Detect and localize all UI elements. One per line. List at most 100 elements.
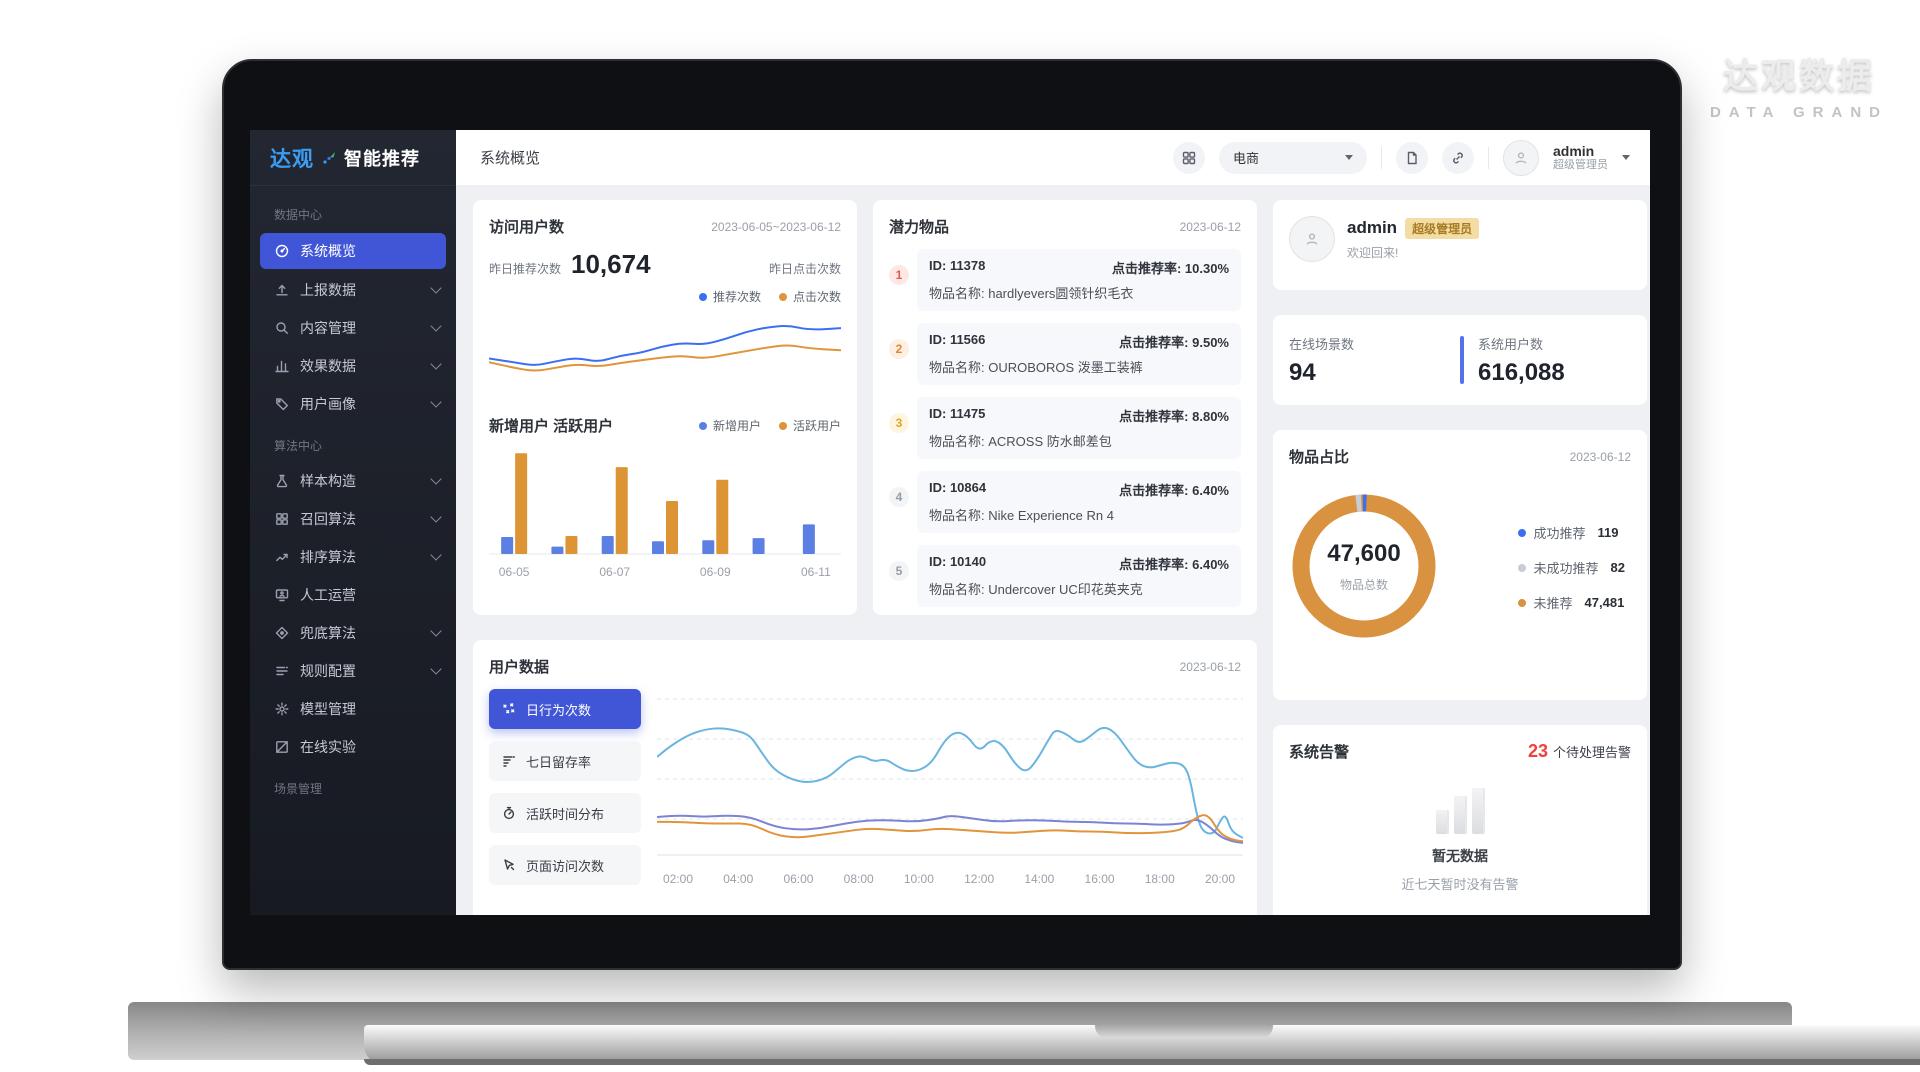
document-button[interactable]: [1396, 141, 1428, 174]
tab-label: 日行为次数: [526, 702, 592, 718]
legend-value: 82: [1610, 560, 1625, 575]
legend-dot: [698, 421, 707, 430]
item-id: ID: 11378: [929, 258, 986, 273]
card-title: 访问用户数: [489, 219, 565, 236]
user-avatar[interactable]: [1503, 139, 1539, 176]
sidebar-item[interactable]: 在线实验: [250, 728, 456, 766]
sidebar-item-label: 召回算法: [300, 511, 356, 527]
trend-icon: [274, 549, 290, 565]
scene-select-value: 电商: [1233, 151, 1260, 166]
chevron-down-icon: [1345, 155, 1353, 160]
rank-badge: 1: [889, 265, 909, 285]
visit-line-chart: [489, 325, 841, 372]
potential-item-box: ID: 10140 点击推荐率: 6.40% 物品名称: Undercover UC…: [917, 545, 1241, 607]
legend-item[interactable]: 活跃用户: [778, 417, 841, 434]
target-icon: [274, 625, 290, 641]
sidebar-item[interactable]: 上报数据: [250, 271, 456, 309]
item-name: 物品名称: ACROSS 防水邮差包: [929, 434, 1112, 449]
document-icon: [1404, 150, 1420, 166]
x-axis-tick: 02:00: [663, 872, 694, 886]
legend-dot: [778, 421, 787, 430]
donut-ring: [1292, 494, 1436, 638]
bar-chart-legend: 新增用户 活跃用户: [698, 417, 841, 434]
sidebar-item[interactable]: 样本构造: [250, 462, 456, 500]
laptop-notch: [1095, 1025, 1273, 1038]
alert-count-row: 23 个待处理告警: [1528, 741, 1631, 762]
experiment-icon: [274, 739, 290, 755]
legend-item[interactable]: 未成功推荐 82: [1517, 558, 1625, 577]
potential-item[interactable]: 2 ID: 11566 点击推荐率: 9.50% 物品名称: OUROBOROS 泼墨…: [889, 323, 1241, 385]
role-badge: 超级管理员: [1405, 217, 1480, 239]
sidebar-item[interactable]: 内容管理: [250, 309, 456, 347]
sidebar-item-label: 兜底算法: [300, 625, 356, 641]
behavior-icon: [501, 701, 517, 717]
potential-item[interactable]: 4 ID: 10864 点击推荐率: 6.40% 物品名称: Nike Experie…: [889, 471, 1241, 533]
user-menu-chevron-icon[interactable]: [1622, 155, 1630, 160]
card-date: 2023-06-12: [1179, 659, 1241, 674]
card-subtitle: 新增用户 活跃用户: [489, 418, 614, 435]
monitor-icon: [274, 587, 290, 603]
legend-dot: [778, 292, 787, 301]
item-name: 物品名称: OUROBOROS 泼墨工装裤: [929, 360, 1143, 375]
rules-icon: [274, 663, 290, 679]
sidebar-section-header: 数据中心: [274, 208, 323, 222]
sidebar-item[interactable]: 系统概览: [260, 233, 446, 269]
sidebar-item[interactable]: 规则配置: [250, 652, 456, 690]
watermark-title: 达观数据: [1722, 57, 1875, 96]
sidebar-item[interactable]: 兜底算法: [250, 614, 456, 652]
person-icon: [1304, 231, 1320, 247]
legend-item[interactable]: 未推荐 47,481: [1517, 593, 1625, 612]
item-ctr: 点击推荐率: 10.30%: [1111, 261, 1229, 276]
item-name: 物品名称: Nike Experience Rn 4: [929, 508, 1114, 523]
sidebar-item[interactable]: 模型管理: [250, 690, 456, 728]
sidebar-item[interactable]: 用户画像: [250, 385, 456, 423]
sidebar-item[interactable]: 排序算法: [250, 538, 456, 576]
potential-item[interactable]: 5 ID: 10140 点击推荐率: 6.40% 物品名称: Undercover U…: [889, 545, 1241, 607]
potential-item[interactable]: 3 ID: 11475 点击推荐率: 8.80% 物品名称: ACROSS 防水邮差包: [889, 397, 1241, 459]
system-users-stat: 系统用户数 616,088: [1460, 334, 1631, 387]
breadcrumb: 系统概览: [480, 150, 541, 167]
sidebar-item[interactable]: 效果数据: [250, 347, 456, 385]
chevron-down-icon: [430, 511, 442, 523]
legend-dot: [1517, 528, 1526, 537]
legend-item[interactable]: 成功推荐 119: [1517, 523, 1625, 542]
x-axis-tick: 16:00: [1084, 872, 1115, 886]
x-axis-labels: 02:00 04:00 06:00 08:00 10:00 12:00 14:00 16:00…: [657, 872, 1241, 886]
sidebar-item[interactable]: 召回算法: [250, 500, 456, 538]
item-id: ID: 10864: [929, 480, 987, 495]
header-actions: 电商 admin 超级管理员: [1173, 139, 1630, 176]
stat-label: 昨日推荐次数: [489, 262, 562, 276]
apps-grid-button[interactable]: [1173, 141, 1205, 174]
logo-mark-icon: [321, 150, 337, 166]
laptop-base: [364, 1025, 1920, 1065]
link-button[interactable]: [1442, 141, 1474, 174]
profile-name: admin: [1347, 218, 1398, 237]
logo-brand-text: 达观: [270, 147, 314, 171]
sidebar-section-header: 算法中心: [274, 439, 323, 453]
legend-item[interactable]: 新增用户: [698, 417, 761, 434]
sidebar-item-label: 用户画像: [300, 396, 356, 412]
accent-bar: [1460, 336, 1464, 384]
pageview-icon: [501, 857, 517, 873]
tab-日行为次数[interactable]: 日行为次数: [489, 689, 641, 729]
user-data-chart-area: 02:00 04:00 06:00 08:00 10:00 12:00 14:00 16:00…: [656, 689, 1244, 886]
potential-item-box: ID: 11475 点击推荐率: 8.80% 物品名称: ACROSS 防水邮差包: [917, 397, 1241, 459]
stat-value: 616,088: [1478, 358, 1565, 386]
tab-页面访问次数[interactable]: 页面访问次数: [489, 845, 641, 885]
legend-dot: [698, 292, 707, 301]
item-id: ID: 11566: [929, 332, 986, 347]
legend-item[interactable]: 点击次数: [778, 288, 841, 305]
potential-items-card: 潜力物品 2023-06-12 1 ID: 11378 点击推荐率: 10.30% 物…: [873, 200, 1257, 615]
potential-item[interactable]: 1 ID: 11378 点击推荐率: 10.30% 物品名称: hardlyevers…: [889, 249, 1241, 311]
welcome-text: 欢迎回来!: [1347, 245, 1399, 260]
legend-item[interactable]: 推荐次数: [698, 288, 761, 305]
tab-七日留存率[interactable]: 七日留存率: [489, 741, 641, 781]
sidebar-item[interactable]: 人工运营: [250, 576, 456, 614]
card-title: 用户数据: [489, 659, 550, 676]
scene-select[interactable]: 电商: [1219, 141, 1367, 174]
sidebar-item-label: 样本构造: [300, 473, 356, 489]
potential-item-box: ID: 10864 点击推荐率: 6.40% 物品名称: Nike Experien…: [917, 471, 1241, 533]
legend-dot: [1517, 563, 1526, 572]
tab-活跃时间分布[interactable]: 活跃时间分布: [489, 793, 641, 833]
stat-value: 94: [1289, 358, 1316, 386]
